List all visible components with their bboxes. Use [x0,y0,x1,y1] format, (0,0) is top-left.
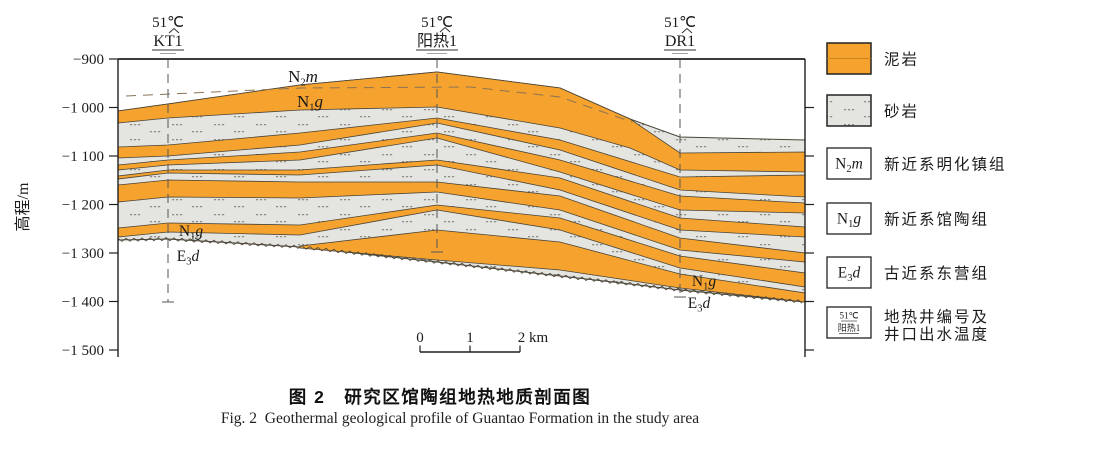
legend-item-sandstone: 砂岩 [826,94,919,127]
wellhead-icon [168,27,180,34]
label-n1g-left: N1g [179,223,203,243]
tick-label: −1 300 [62,246,104,262]
scale-2km: 2 km [518,330,549,346]
legend-label: 砂岩 [884,103,919,121]
label-n1g-top: N1g [297,92,323,114]
y-axis-ticks [109,58,814,351]
y-axis: −900 −1 000 −1 100 −1 200 −1 300 −1 400 … [14,52,814,359]
well-temp: 51℃ [421,15,453,31]
svg-text:E3d: E3d [838,265,861,285]
figure-canvas: −900 −1 000 −1 100 −1 200 −1 300 −1 400 … [14,15,1007,359]
legend-well-temp: 51℃ [839,311,858,321]
well-name: DR1 [665,33,695,50]
legend-label: 新近系馆陶组 [884,211,989,229]
legend-item-well-symbol: 51℃ 阳热1 地热井编号及 井口出水温度 [826,306,989,344]
legend-label: 泥岩 [884,51,919,69]
legend-label-line1: 地热井编号及 [884,308,989,326]
legend-item-n2m: N2m 新近系明化镇组 [826,147,1007,180]
tick-label: −1 400 [62,295,104,311]
legend-label: 新近系明化镇组 [884,156,1007,174]
caption-zh: 图 2 研究区馆陶组地热地质剖面图 [288,387,592,407]
legend-item-e3d: E3d 古近系东营组 [826,256,989,289]
legend-item-mudstone: 泥岩 [826,42,919,75]
strata-layers [117,71,806,304]
unconformity-wavy-line [117,236,803,304]
well-name: KT1 [153,33,182,50]
wellhead-icon [439,26,451,33]
well-name: 阳热1 [417,32,457,50]
legend-label: 古近系东营组 [884,265,989,283]
plot-frame [117,58,806,357]
tick-label: −1 500 [62,343,104,359]
tick-label: −900 [73,52,104,68]
legend-well-name: 阳热1 [838,322,861,333]
svg-text:N1g: N1g [837,211,861,231]
scale-1: 1 [466,330,474,346]
label-n2m: N2m [288,67,318,89]
label-e3d-left: E3d [177,248,200,268]
scale-bar: 0 1 2 km [416,330,549,353]
label-e3d-dr1: E3d [688,295,711,315]
well-dr1: 51℃ DR1 [664,15,696,298]
legend-item-n1g: N1g 新近系馆陶组 [826,202,989,235]
well-yangre1: 51℃ 阳热1 [416,15,458,253]
label-n1g-dr1: N1g [692,273,716,293]
scale-0: 0 [416,330,424,346]
formation-labels: N2m N1g N1g E3d N1g E3d [177,67,717,315]
well-kt1: 51℃ KT1 [152,15,184,303]
well-temp: 51℃ [664,15,696,31]
y-axis-title: 高程/m [14,182,32,231]
wellhead-icon [681,27,693,34]
caption-en: Fig. 2 Geothermal geological profile of … [220,410,700,427]
tick-label: −1 100 [62,149,104,165]
n2m-n1g-dashed-boundary [125,86,633,123]
well-temp: 51℃ [152,15,184,31]
legend: 泥岩 砂岩 N2m 新近系明化镇组 N1g 新近系馆陶组 E3d 古近系东营组 … [826,42,1007,344]
legend-label-line2: 井口出水温度 [884,326,989,344]
svg-text:N2m: N2m [835,156,863,176]
tick-label: −1 200 [62,198,104,214]
tick-label: −1 000 [62,101,104,117]
